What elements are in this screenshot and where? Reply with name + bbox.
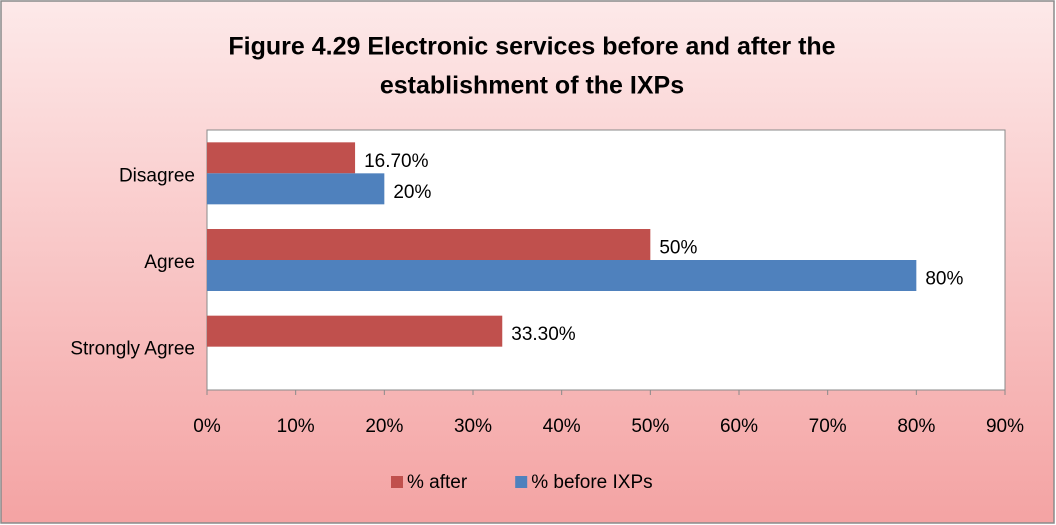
- x-tick-label: 90%: [986, 416, 1024, 437]
- data-label: 50%: [659, 238, 697, 259]
- x-tick-label: 10%: [277, 416, 315, 437]
- y-tick-label: Disagree: [119, 165, 195, 186]
- x-tick-label: 70%: [809, 416, 847, 437]
- bar: [207, 229, 651, 260]
- legend-swatch: [515, 476, 528, 488]
- x-tick-label: 80%: [897, 416, 935, 437]
- chart-title: establishment of the IXPs: [380, 72, 684, 100]
- bar: [207, 142, 356, 174]
- y-tick-label: Strongly Agree: [70, 339, 195, 360]
- legend-swatch: [391, 476, 403, 488]
- data-label: 33.30%: [511, 324, 576, 345]
- x-tick-label: 60%: [720, 416, 758, 437]
- bar: [207, 260, 917, 291]
- data-label: 16.70%: [364, 151, 429, 172]
- y-tick-label: Agree: [144, 252, 195, 273]
- bar: [207, 315, 503, 347]
- x-tick-label: 50%: [631, 416, 669, 437]
- x-tick-label: 40%: [543, 416, 581, 437]
- legend-label: % before IXPs: [531, 472, 652, 493]
- legend-label: % after: [407, 472, 468, 493]
- chart-title: Figure 4.29 Electronic services before a…: [228, 33, 835, 61]
- x-tick-label: 30%: [454, 416, 492, 437]
- data-label: 80%: [925, 269, 963, 290]
- data-label: 20%: [393, 182, 431, 203]
- x-tick-label: 0%: [193, 416, 221, 437]
- x-tick-label: 20%: [365, 416, 403, 437]
- bar: [207, 173, 385, 205]
